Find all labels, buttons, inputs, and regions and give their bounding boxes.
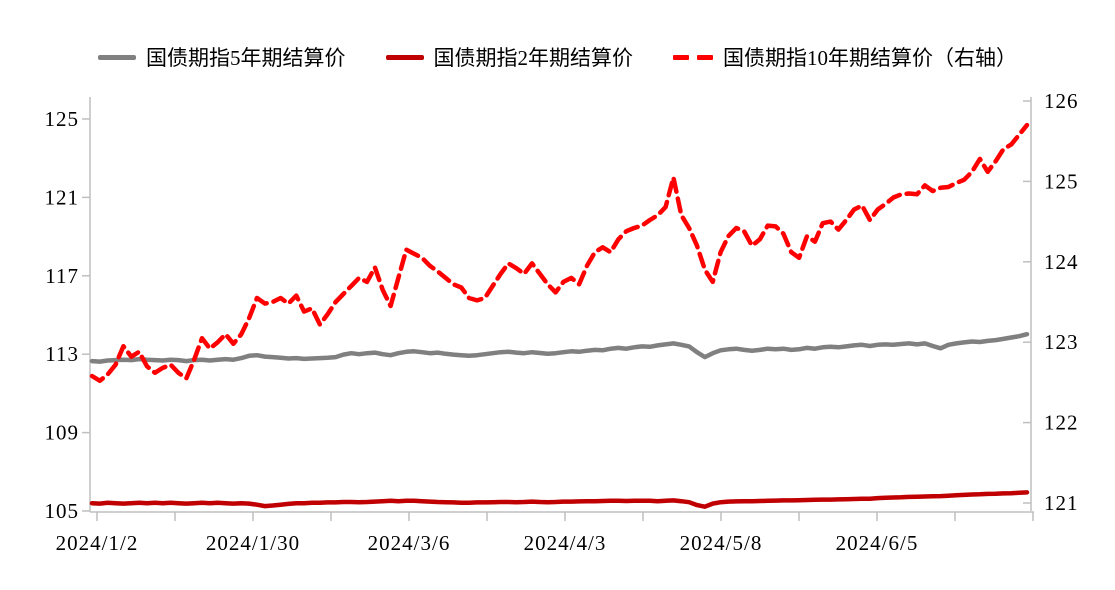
legend-item-10y: 国债期指10年期结算价（右轴）	[673, 42, 1017, 72]
x-axis-tick-label: 2024/4/3	[524, 531, 607, 555]
legend-line-sample-2y	[385, 54, 424, 60]
right-axis-tick-label: 126	[1044, 89, 1079, 113]
x-axis-tick-label: 2024/3/6	[368, 531, 451, 555]
legend-dashed-sample-10y	[673, 54, 713, 60]
legend-item-2y: 国债期指2年期结算价	[385, 42, 634, 72]
series-line-10y	[89, 122, 1030, 384]
left-axis-tick-label: 117	[45, 264, 79, 288]
left-axis-tick-label: 125	[45, 107, 80, 131]
left-axis-tick-label: 105	[45, 499, 80, 523]
legend-label-2y: 国债期指2年期结算价	[433, 46, 634, 70]
x-axis-tick-label: 2024/5/8	[680, 531, 763, 555]
left-axis-tick-label: 121	[45, 185, 80, 209]
legend-label-5y: 国债期指5年期结算价	[146, 46, 346, 70]
right-axis-tick-label: 122	[1044, 411, 1079, 435]
x-axis-tick-label: 2024/1/30	[206, 531, 300, 555]
right-axis-tick-label: 121	[1044, 491, 1079, 515]
legend-label-10y: 国债期指10年期结算价（右轴）	[723, 46, 1017, 70]
x-axis-tick-label: 2024/6/5	[836, 531, 919, 555]
right-axis-tick-label: 124	[1044, 250, 1079, 274]
right-axis-tick-label: 123	[1044, 330, 1079, 354]
legend-item-5y: 国债期指5年期结算价	[98, 42, 346, 72]
series-line-2y	[89, 490, 1030, 509]
legend-line-sample-5y	[98, 54, 136, 60]
legend: 国债期指5年期结算价 国债期指2年期结算价 国债期指10年期结算价（右轴）	[0, 42, 1115, 72]
series-line-5y	[89, 331, 1030, 364]
x-axis-tick-label: 2024/1/2	[56, 531, 139, 555]
left-axis-tick-label: 113	[45, 342, 79, 366]
left-axis-tick-label: 109	[45, 421, 80, 445]
right-axis-tick-label: 125	[1044, 169, 1079, 193]
